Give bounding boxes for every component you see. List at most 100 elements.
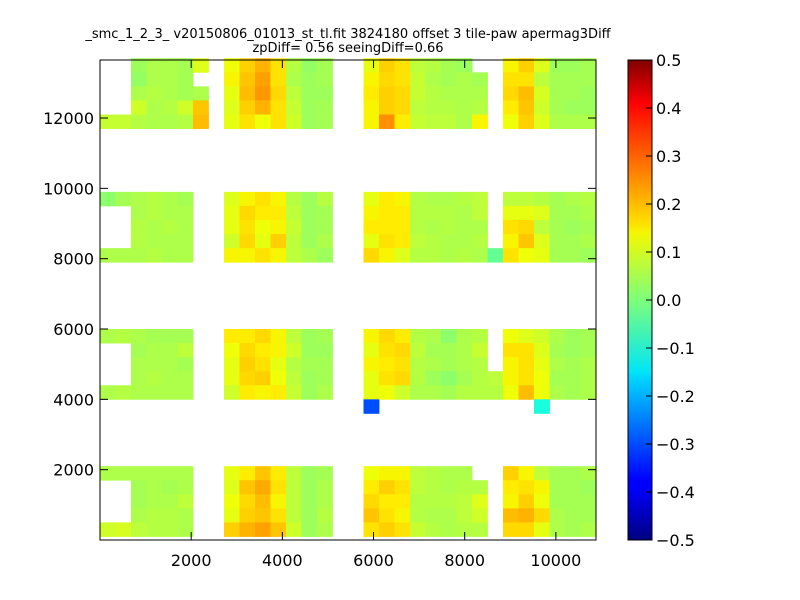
- heatmap-cell: [394, 234, 411, 249]
- heatmap-cell: [518, 58, 535, 73]
- heatmap-cell: [518, 357, 535, 372]
- heatmap-cell: [255, 343, 271, 358]
- heatmap-cell: [379, 72, 395, 87]
- heatmap-cell: [456, 371, 473, 386]
- heatmap-cell: [472, 343, 488, 358]
- heatmap-cell: [131, 86, 147, 101]
- heatmap-cell: [441, 480, 457, 495]
- heatmap-cell: [441, 508, 457, 523]
- heatmap-cell: [363, 100, 380, 115]
- heatmap-cell: [317, 343, 333, 358]
- heatmap-cell: [286, 248, 302, 263]
- heatmap-cell: [131, 385, 147, 400]
- heatmap-cell: [456, 248, 473, 263]
- heatmap-cell: [224, 72, 240, 87]
- heatmap-cell: [286, 385, 302, 400]
- colorbar-tick-label: 0.0: [656, 291, 681, 310]
- heatmap-cell: [363, 72, 380, 87]
- heatmap: [100, 58, 597, 537]
- heatmap-cell: [425, 248, 442, 263]
- heatmap-cell: [472, 220, 488, 235]
- heatmap-cell: [518, 72, 535, 87]
- heatmap-cell: [146, 205, 163, 221]
- heatmap-cell: [286, 494, 302, 509]
- heatmap-cell: [379, 114, 395, 129]
- heatmap-cell: [456, 191, 473, 207]
- heatmap-cell: [425, 114, 442, 129]
- heatmap-cell: [177, 114, 194, 129]
- heatmap-cell: [456, 100, 473, 115]
- x-tick-label: 2000: [171, 551, 212, 570]
- heatmap-cell: [472, 234, 488, 249]
- y-tick-label: 6000: [53, 320, 94, 339]
- heatmap-cell: [441, 114, 457, 129]
- heatmap-cell: [224, 371, 240, 386]
- heatmap-cell: [549, 343, 566, 358]
- heatmap-cell: [363, 58, 380, 73]
- heatmap-cell: [456, 114, 473, 129]
- heatmap-cell: [177, 357, 194, 372]
- heatmap-cell: [255, 494, 271, 509]
- heatmap-cell: [441, 72, 457, 87]
- heatmap-cell: [317, 100, 333, 115]
- heatmap-cell: [146, 114, 163, 129]
- heatmap-cell: [239, 357, 256, 372]
- y-tick-label: 8000: [53, 250, 94, 269]
- heatmap-cell: [503, 357, 519, 372]
- heatmap-cell: [131, 522, 147, 537]
- heatmap-cell: [146, 220, 163, 235]
- heatmap-cell: [131, 371, 147, 386]
- heatmap-cell: [286, 357, 302, 372]
- heatmap-cell: [549, 205, 566, 221]
- heatmap-cell: [379, 480, 395, 495]
- heatmap-cell: [255, 371, 271, 386]
- heatmap-cell: [379, 100, 395, 115]
- heatmap-cell: [177, 371, 194, 386]
- heatmap-cell: [270, 329, 287, 344]
- heatmap-cell: [317, 466, 333, 481]
- heatmap-cell: [301, 58, 318, 73]
- heatmap-cell: [193, 114, 209, 129]
- heatmap-cell: [115, 385, 132, 400]
- heatmap-cell: [518, 494, 535, 509]
- heatmap-cell: [565, 343, 581, 358]
- heatmap-cell: [286, 343, 302, 358]
- heatmap-cell: [317, 58, 333, 73]
- heatmap-cell: [410, 248, 426, 263]
- heatmap-cell: [177, 72, 194, 87]
- heatmap-cell: [301, 329, 318, 344]
- heatmap-cell: [410, 385, 426, 400]
- heatmap-cell: [255, 357, 271, 372]
- heatmap-cell: [534, 385, 550, 400]
- heatmap-cell: [317, 357, 333, 372]
- heatmap-cell: [425, 494, 442, 509]
- heatmap-cell: [270, 191, 287, 207]
- y-tick-label: 4000: [53, 390, 94, 409]
- heatmap-cell: [441, 100, 457, 115]
- heatmap-cell: [580, 343, 597, 358]
- heatmap-cell: [472, 205, 488, 221]
- heatmap-cell: [456, 480, 473, 495]
- heatmap-cell: [100, 114, 116, 129]
- heatmap-cell: [425, 343, 442, 358]
- colorbar-tick-label: 0.2: [656, 195, 681, 214]
- heatmap-cell: [255, 508, 271, 523]
- heatmap-cell: [177, 329, 194, 344]
- heatmap-cell: [224, 86, 240, 101]
- heatmap-cell: [410, 114, 426, 129]
- heatmap-cell: [580, 191, 597, 207]
- heatmap-cell: [394, 220, 411, 235]
- heatmap-cell: [146, 480, 163, 495]
- heatmap-cell: [456, 329, 473, 344]
- heatmap-cell: [270, 466, 287, 481]
- heatmap-cell: [177, 86, 194, 101]
- heatmap-cell: [317, 508, 333, 523]
- heatmap-cell: [549, 58, 566, 73]
- heatmap-cell: [286, 234, 302, 249]
- heatmap-cell: [518, 205, 535, 221]
- heatmap-cell: [224, 343, 240, 358]
- heatmap-cell: [394, 343, 411, 358]
- heatmap-cell: [394, 86, 411, 101]
- heatmap-cell: [363, 205, 380, 221]
- heatmap-cell: [580, 234, 597, 249]
